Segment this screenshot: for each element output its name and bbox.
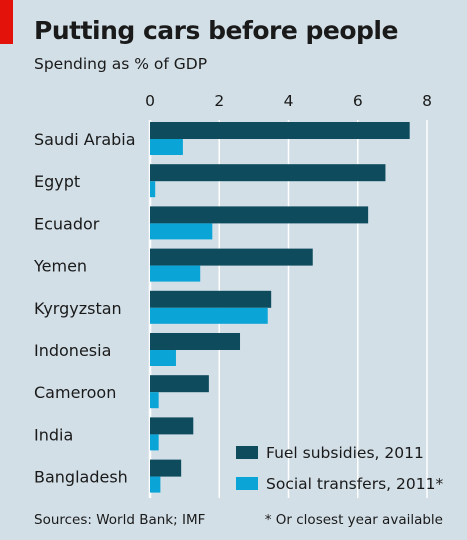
fuel-subsidy-bar	[150, 206, 369, 224]
footnote: * Or closest year available	[264, 512, 443, 528]
category-label: Bangladesh	[34, 468, 128, 487]
legend-label: Fuel subsidies, 2011	[266, 444, 424, 462]
category-label: Cameroon	[34, 383, 116, 402]
fuel-subsidy-bar	[150, 164, 386, 182]
fuel-subsidy-bar	[150, 333, 241, 350]
social-transfer-bar	[150, 223, 213, 240]
chart-title: Putting cars before people	[34, 16, 398, 45]
fuel-subsidy-bar	[150, 417, 194, 435]
social-transfer-bar	[150, 434, 159, 451]
legend-swatch	[236, 446, 258, 459]
category-label: Indonesia	[34, 341, 111, 360]
category-label: Saudi Arabia	[34, 130, 136, 149]
x-tick-label: 8	[422, 92, 432, 110]
source-note: Sources: World Bank; IMF	[34, 512, 206, 528]
brand-tag	[0, 0, 13, 44]
category-label: Kyrgyzstan	[34, 299, 122, 318]
category-label: Ecuador	[34, 214, 100, 233]
fuel-subsidy-bar	[150, 290, 272, 308]
x-tick-label: 4	[284, 92, 294, 110]
fuel-subsidy-bar	[150, 248, 313, 266]
x-tick-label: 6	[353, 92, 363, 110]
category-label: Egypt	[34, 172, 80, 191]
social-transfer-bar	[150, 139, 183, 155]
social-transfer-bar	[150, 265, 201, 282]
fuel-subsidy-bar	[150, 459, 182, 477]
fuel-subsidy-bar	[150, 122, 410, 139]
x-tick-label: 2	[214, 92, 224, 110]
social-transfer-bar	[150, 350, 176, 366]
social-transfer-bar	[150, 392, 159, 409]
social-transfer-bar	[150, 476, 161, 493]
legend-label: Social transfers, 2011*	[266, 475, 443, 493]
fuel-subsidy-bar	[150, 375, 209, 393]
chart-subtitle: Spending as % of GDP	[34, 55, 208, 73]
legend-swatch	[236, 477, 258, 490]
social-transfer-bar	[150, 181, 156, 198]
social-transfer-bar	[150, 307, 268, 324]
x-tick-label: 0	[145, 92, 155, 110]
category-label: India	[34, 425, 73, 444]
category-label: Yemen	[33, 257, 87, 276]
